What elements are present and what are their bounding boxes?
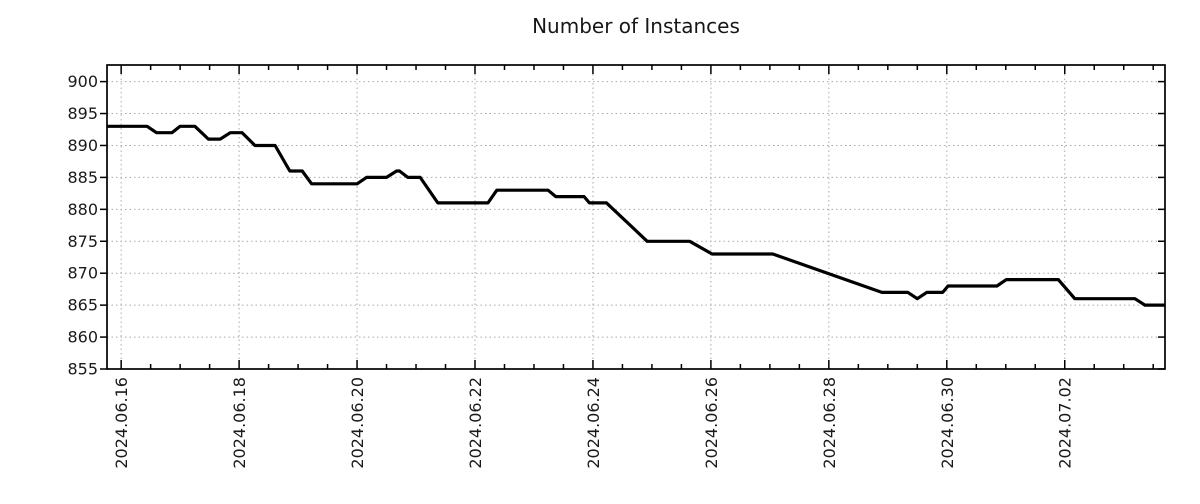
x-tick-label: 2024.06.22 [466, 377, 485, 469]
y-tick-label: 855 [67, 360, 98, 379]
gridlines [107, 65, 1165, 370]
y-tick-label: 870 [67, 264, 98, 283]
y-tick-label: 880 [67, 200, 98, 219]
y-axis-labels: 855 860 865 870 875 880 885 890 895 900 [67, 72, 98, 378]
y-tick-label: 860 [67, 328, 98, 347]
series-line-instances [107, 124, 1165, 307]
y-tick-label: 900 [67, 72, 98, 91]
plot-border [106, 64, 1166, 370]
y-tick-label: 865 [67, 296, 98, 315]
x-tick-label: 2024.06.28 [820, 377, 839, 469]
series-lines [107, 124, 1165, 307]
y-tick-label: 875 [67, 232, 98, 251]
y-tick-label: 890 [67, 136, 98, 155]
x-tick-label: 2024.06.20 [348, 377, 367, 469]
x-axis-labels: 2024.06.16 2024.06.18 2024.06.20 2024.06.22… [112, 377, 1075, 469]
x-tick-label: 2024.06.30 [938, 377, 957, 469]
axis-ticks [100, 65, 1165, 370]
chart-title: Number of Instances [532, 14, 740, 38]
x-tick-label: 2024.06.24 [584, 377, 603, 469]
x-tick-label: 2024.06.18 [230, 377, 249, 469]
y-tick-label: 895 [67, 104, 98, 123]
plot-border-group [106, 64, 1166, 370]
x-tick-label: 2024.06.26 [702, 377, 721, 469]
x-tick-label: 2024.06.16 [112, 377, 131, 469]
y-tick-label: 885 [67, 168, 98, 187]
x-tick-label: 2024.07.02 [1056, 377, 1075, 469]
